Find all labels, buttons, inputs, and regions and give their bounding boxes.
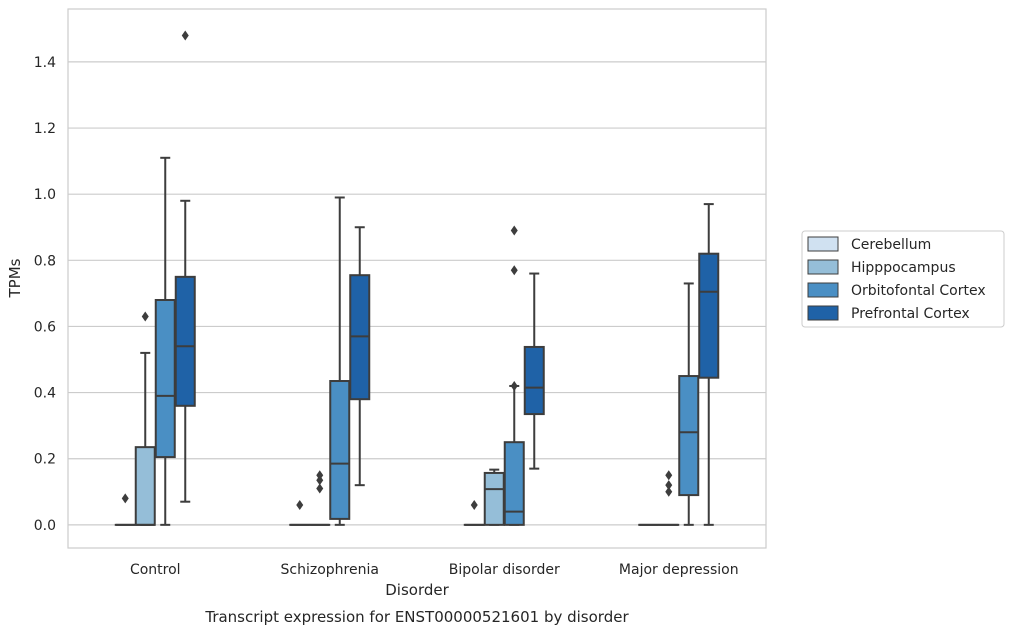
x-axis-label: Disorder	[385, 581, 449, 599]
outlier-point	[470, 500, 478, 511]
x-tick-label: Control	[130, 562, 181, 578]
y-axis-label: TPMs	[6, 258, 24, 298]
legend-label: Hipppocampus	[851, 260, 956, 276]
outlier-point	[316, 470, 324, 481]
box-hipppocampus	[134, 311, 156, 526]
y-tick-label: 0.8	[34, 253, 56, 269]
outlier-point	[141, 311, 149, 322]
box-orbitofontal-cortex	[503, 225, 525, 526]
x-axis-ticks: Control Schizophrenia Bipolar disorder Majo…	[130, 562, 739, 578]
outlier-point	[510, 380, 518, 391]
outlier-point	[316, 483, 324, 494]
box-hipppocampus	[658, 470, 680, 526]
y-tick-label: 0.0	[34, 518, 56, 534]
box-orbitofontal-cortex	[329, 196, 351, 526]
plot-area-frame	[67, 8, 767, 549]
box-hipppocampus	[483, 468, 505, 526]
box-iqr	[483, 471, 505, 526]
x-tick-label: Schizophrenia	[281, 562, 379, 578]
y-axis-ticks: 0.0 0.2 0.4 0.6 0.8 1.0 1.2 1.4	[34, 55, 56, 534]
legend-frame	[801, 230, 1005, 328]
box-cerebellum	[289, 500, 311, 526]
box-prefrontal-cortex	[349, 226, 371, 487]
outlier-point	[665, 470, 673, 481]
legend-label: Prefrontal Cortex	[851, 306, 970, 322]
y-tick-label: 1.4	[34, 55, 56, 71]
y-tick-label: 1.0	[34, 187, 56, 203]
legend: Cerebellum Hipppocampus Orbitofontal Corte…	[801, 230, 1005, 328]
chart-caption: Transcript expression for ENST0000052160…	[204, 608, 629, 626]
y-tick-label: 0.2	[34, 452, 56, 468]
box-cerebellum	[114, 493, 136, 526]
legend-label: Cerebellum	[851, 237, 931, 253]
outlier-point	[665, 486, 673, 497]
box-iqr	[329, 380, 351, 520]
box-cerebellum	[463, 500, 485, 526]
legend-label: Orbitofontal Cortex	[851, 283, 986, 299]
legend-swatch	[807, 259, 839, 275]
outlier-point	[665, 480, 673, 491]
box-hipppocampus	[309, 470, 331, 526]
box-orbitofontal-cortex	[154, 156, 176, 526]
box-iqr	[154, 298, 176, 459]
box-iqr	[174, 275, 196, 407]
box-prefrontal-cortex	[698, 203, 720, 526]
x-tick-label: Major depression	[619, 562, 739, 578]
box-iqr	[698, 252, 720, 379]
legend-swatch	[807, 236, 839, 252]
y-tick-label: 1.2	[34, 121, 56, 137]
box-orbitofontal-cortex	[678, 282, 700, 526]
outlier-point	[296, 500, 304, 511]
box-iqr	[678, 375, 700, 497]
x-tick-label: Bipolar disorder	[449, 562, 560, 578]
box-iqr	[134, 446, 156, 526]
outlier-point	[121, 493, 129, 504]
y-tick-label: 0.4	[34, 386, 56, 402]
outlier-point	[181, 30, 189, 41]
legend-swatch	[807, 305, 839, 321]
outlier-point	[510, 225, 518, 236]
box-series	[114, 30, 720, 526]
box-iqr	[503, 441, 525, 526]
legend-swatch	[807, 282, 839, 298]
outlier-point	[510, 265, 518, 276]
box-iqr	[523, 345, 545, 416]
box-prefrontal-cortex	[174, 30, 196, 503]
box-prefrontal-cortex	[523, 272, 545, 470]
y-tick-label: 0.6	[34, 319, 56, 335]
